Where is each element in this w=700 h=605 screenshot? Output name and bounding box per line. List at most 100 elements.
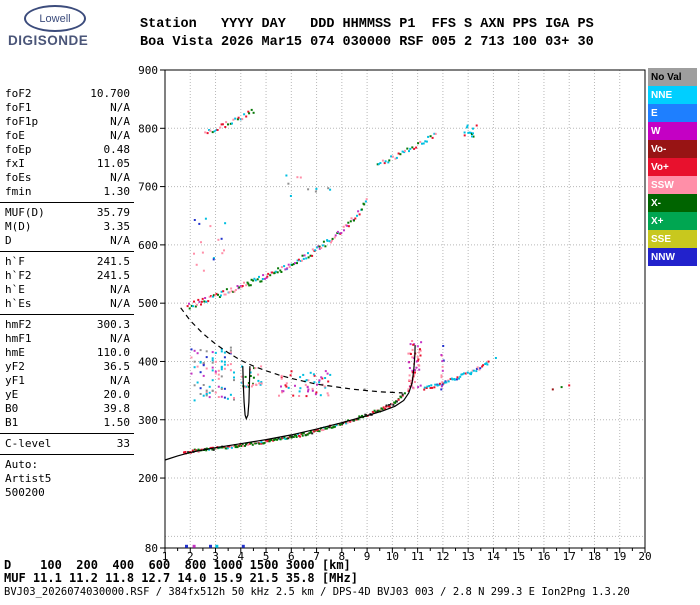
param-label: yF1 — [5, 374, 25, 387]
svg-text:80: 80 — [145, 542, 158, 555]
param-label: foF1p — [5, 115, 39, 128]
svg-text:200: 200 — [138, 472, 158, 485]
param-value: 241.5 — [96, 269, 130, 282]
param-value: 110.0 — [96, 346, 130, 359]
param-artist5: Artist5 — [0, 472, 134, 486]
svg-text:15: 15 — [512, 550, 525, 563]
header-column-titles: Station YYYY DAY DDD HHMMSS P1 FFS S AXN… — [140, 17, 594, 32]
param-value: N/A — [110, 283, 130, 296]
param-fmin: fmin 1.30 — [0, 185, 134, 199]
param-group-1: MUF(D) 35.79 M(D) 3.35 D N/A — [0, 202, 134, 251]
legend-vop: Vo+ — [648, 158, 697, 176]
legend-xm: X- — [648, 194, 697, 212]
param-h-f2: h`F2 241.5 — [0, 269, 134, 283]
param-label: Artist5 — [5, 472, 52, 485]
param-group-2: h`F 241.5 h`F2 241.5 h`E N/A h`Es N/A — [0, 251, 134, 314]
param-group-5: Auto: Artist5 500200 — [0, 455, 134, 503]
svg-text:9: 9 — [364, 550, 371, 563]
artist-fitted-trace — [164, 345, 416, 461]
legend-vom: Vo- — [648, 140, 697, 158]
svg-text:10: 10 — [386, 550, 399, 563]
param-auto: Auto: — [0, 458, 134, 472]
param-fxi: fxI 11.05 — [0, 157, 134, 171]
param-500200: 500200 — [0, 486, 134, 500]
svg-text:16: 16 — [537, 550, 550, 563]
param-label: hmE — [5, 346, 25, 359]
param-m-d: M(D) 3.35 — [0, 220, 134, 234]
param-hme: hmE 110.0 — [0, 346, 134, 360]
svg-text:12: 12 — [436, 550, 449, 563]
param-value: N/A — [110, 115, 130, 128]
param-d: D N/A — [0, 234, 134, 248]
logo-digisonde-text: DIGISONDE — [8, 33, 89, 48]
svg-text:5: 5 — [263, 550, 270, 563]
lowell-digisonde-logo: Lowell DIGISONDE — [8, 5, 128, 48]
param-value: 300.3 — [96, 318, 130, 331]
param-hmf2: hmF2 300.3 — [0, 318, 134, 332]
direction-color-legend: No Val NNE E W Vo- Vo+ SSW X- X+ SSE NNW — [648, 68, 697, 266]
svg-text:4: 4 — [237, 550, 244, 563]
param-value: 39.8 — [103, 402, 131, 415]
parameter-panel: foF2 10.700 foF1 N/A foF1p N/A foE N/A foEp 0.48 f… — [0, 84, 134, 503]
legend-no-val: No Val — [648, 68, 697, 86]
svg-text:13: 13 — [462, 550, 475, 563]
svg-text:300: 300 — [138, 414, 158, 427]
svg-text:17: 17 — [563, 550, 576, 563]
legend-e: E — [648, 104, 697, 122]
param-label: D — [5, 234, 12, 247]
param-yf2: yF2 36.5 — [0, 360, 134, 374]
param-fof1p: foF1p N/A — [0, 115, 134, 129]
param-label: foEp — [5, 143, 32, 156]
param-value: N/A — [110, 171, 130, 184]
param-value: 1.30 — [103, 185, 131, 198]
param-label: h`E — [5, 283, 25, 296]
param-fof2: foF2 10.700 — [0, 87, 134, 101]
param-b0: B0 39.8 — [0, 402, 134, 416]
param-foe: foE N/A — [0, 129, 134, 143]
param-label: yF2 — [5, 360, 25, 373]
legend-xp: X+ — [648, 212, 697, 230]
header-values: Boa Vista 2026 Mar15 074 030000 RSF 005 … — [140, 35, 594, 50]
svg-text:800: 800 — [138, 122, 158, 135]
muf-row: MUF 11.1 11.2 11.8 12.7 14.0 15.9 21.5 3… — [4, 571, 359, 585]
param-label: M(D) — [5, 220, 32, 233]
param-label: h`F — [5, 255, 25, 268]
param-value: N/A — [110, 234, 130, 247]
logo-lowell-text: Lowell — [39, 12, 71, 25]
param-value: 11.05 — [96, 157, 130, 170]
svg-text:7: 7 — [313, 550, 320, 563]
param-h-e: h`E N/A — [0, 283, 134, 297]
svg-text:400: 400 — [138, 355, 158, 368]
param-foes: foEs N/A — [0, 171, 134, 185]
param-value: N/A — [110, 297, 130, 310]
param-value: 20.0 — [103, 388, 131, 401]
svg-text:900: 900 — [138, 64, 158, 77]
param-label: fmin — [5, 185, 32, 198]
param-h-f: h`F 241.5 — [0, 255, 134, 269]
svg-text:1: 1 — [162, 550, 169, 563]
param-value: 10.700 — [90, 87, 130, 100]
param-value: 35.79 — [96, 206, 130, 219]
param-value: 3.35 — [103, 220, 131, 233]
param-label: foF1 — [5, 101, 32, 114]
param-label: C-level — [5, 437, 52, 450]
param-label: foE — [5, 129, 25, 142]
param-value: N/A — [110, 332, 130, 345]
svg-text:19: 19 — [613, 550, 626, 563]
param-value: 1.50 — [103, 416, 131, 429]
param-group-0: foF2 10.700 foF1 N/A foF1p N/A foE N/A foEp 0.48 f… — [0, 84, 134, 202]
param-value: N/A — [110, 374, 130, 387]
muf-transmission-curve — [180, 307, 403, 394]
legend-nne: NNE — [648, 86, 697, 104]
lowell-ellipse-icon: Lowell — [24, 5, 86, 32]
param-group-3: hmF2 300.3 hmF1 N/A hmE 110.0 yF2 36.5 yF1 N/A yE 2… — [0, 314, 134, 433]
legend-w: W — [648, 122, 697, 140]
svg-text:6: 6 — [288, 550, 295, 563]
param-label: B0 — [5, 402, 19, 415]
svg-text:500: 500 — [138, 297, 158, 310]
svg-text:3: 3 — [212, 550, 219, 563]
param-label: foF2 — [5, 87, 32, 100]
station-header: Station YYYY DAY DDD HHMMSS P1 FFS S AXN… — [140, 16, 594, 52]
